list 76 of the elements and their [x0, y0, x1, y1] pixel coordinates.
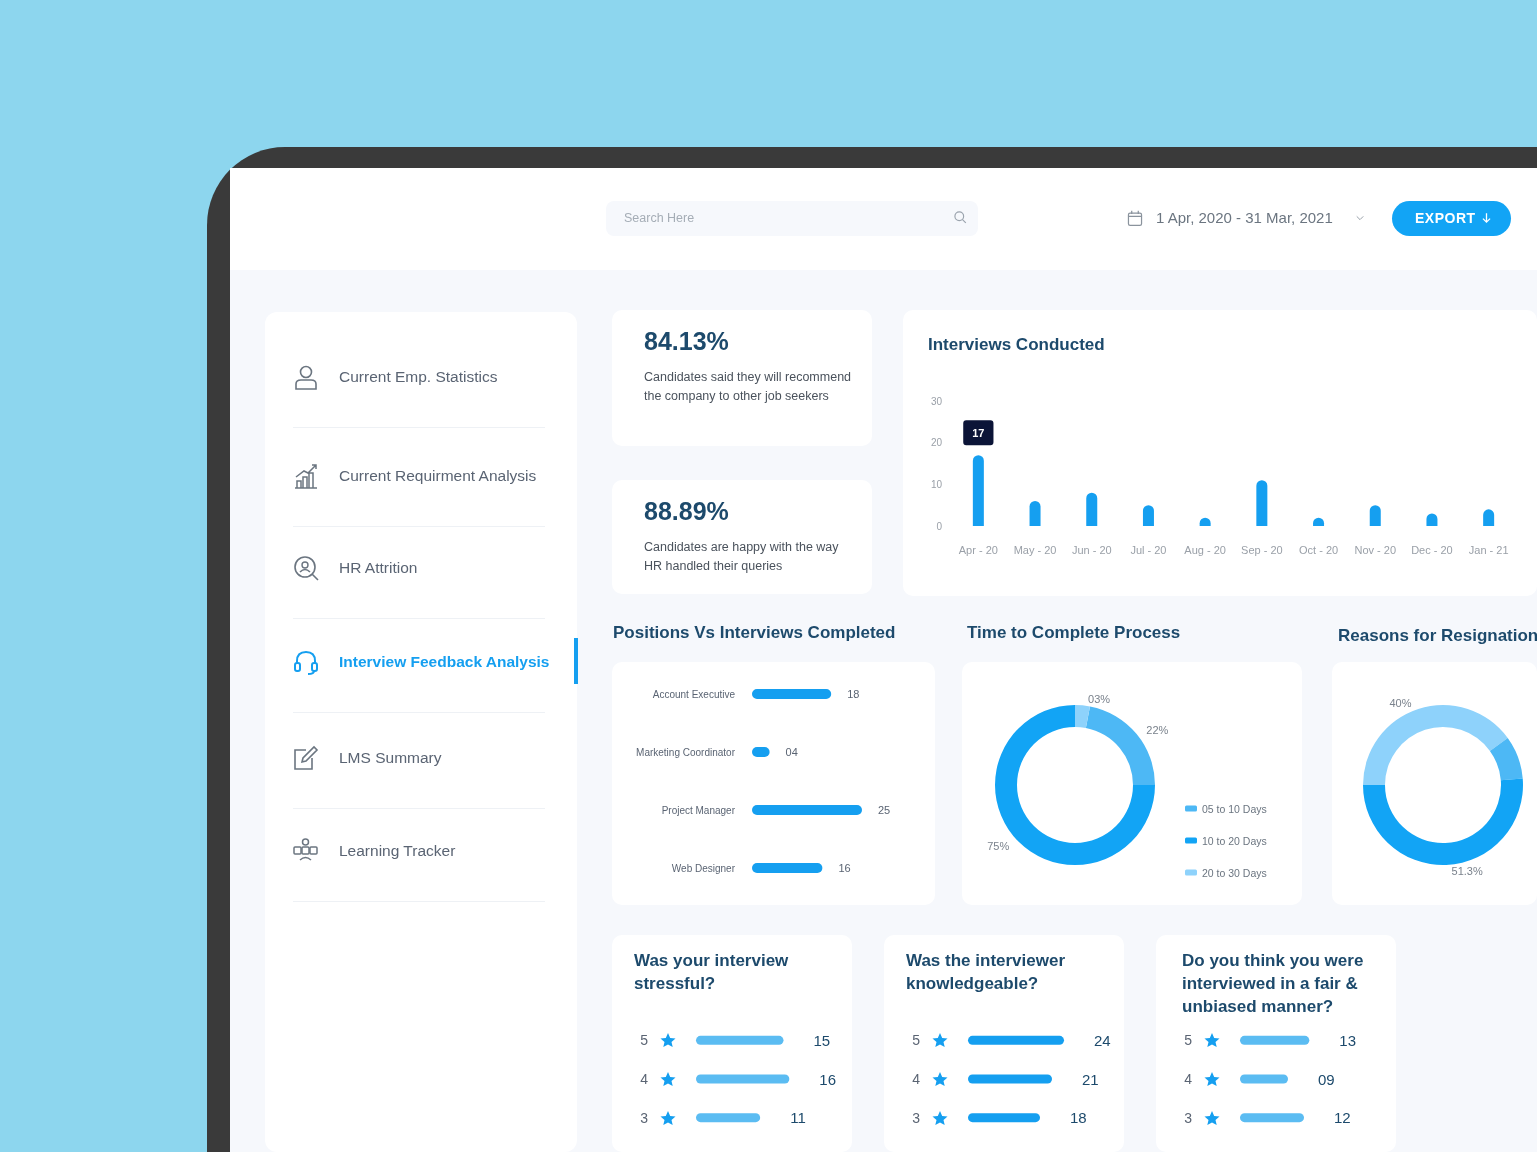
data-label: 15	[813, 1031, 831, 1049]
y-tick-label: Project Manager	[661, 804, 736, 816]
text: EXPORT	[1415, 210, 1476, 226]
legend-label: 10 to 20 Days	[1202, 834, 1267, 847]
data-label: 16	[819, 1070, 837, 1088]
data-label: 13	[1339, 1031, 1357, 1049]
x-tick-label: Jun - 20	[1071, 543, 1112, 556]
data-label: 12	[1334, 1109, 1351, 1127]
bar	[752, 689, 832, 699]
data-label: 40%	[1389, 697, 1412, 710]
chart-title: Interviews Conducted	[928, 335, 1105, 355]
data-label: 25	[878, 804, 891, 816]
y-tick-label: 0	[936, 520, 943, 532]
data-label: 18	[1070, 1109, 1087, 1127]
chart-title: Do you think you were interviewed in a fair & unbiased manner?	[1182, 950, 1365, 1018]
data-label: 04	[785, 746, 798, 758]
legend-label: 05 to 10 Days	[1202, 802, 1267, 815]
text: Current Emp. Statistics	[339, 368, 498, 386]
x-tick-label: Jan - 21	[1468, 543, 1509, 556]
y-tick-label: 20	[930, 437, 943, 449]
chart-title: Positions Vs Interviews Completed	[613, 623, 896, 643]
chart-title: Time to Complete Process	[967, 623, 1181, 643]
y-tick-label: Web Designer	[671, 862, 736, 874]
text: 88.89%	[644, 497, 729, 526]
text: Candidates said they will recommend the company to other job seekers	[644, 369, 853, 405]
bar	[972, 455, 984, 526]
data-label: 18	[847, 688, 860, 700]
data-label: 16	[838, 862, 851, 874]
bar	[752, 805, 862, 815]
data-label: 09	[1318, 1070, 1335, 1088]
y-tick-label: 5	[640, 1032, 649, 1049]
y-tick-label: 5	[912, 1032, 921, 1049]
text: 84.13%	[644, 327, 729, 356]
y-tick-label: 5	[1184, 1032, 1193, 1049]
y-tick-label: 30	[930, 395, 943, 407]
data-label: 75%	[987, 839, 1010, 852]
x-tick-label: Sep - 20	[1241, 543, 1283, 556]
y-tick-label: Marketing Coordinator	[636, 746, 736, 758]
y-tick-label: 4	[912, 1071, 921, 1087]
chart-title: Reasons for Resignation	[1338, 626, 1537, 646]
x-tick-label: Jul - 20	[1130, 543, 1167, 556]
y-tick-label: 10	[930, 478, 943, 490]
bar	[752, 863, 823, 873]
legend-label: 20 to 30 Days	[1202, 866, 1267, 879]
y-tick-label: 3	[912, 1109, 921, 1126]
bar	[1086, 492, 1098, 526]
data-label: 21	[1082, 1070, 1099, 1088]
data-label: 22%	[1146, 724, 1169, 737]
text: 1 Apr, 2020 - 31 Mar, 2021	[1156, 209, 1333, 226]
x-tick-label: May - 20	[1013, 543, 1057, 556]
bar	[1256, 480, 1268, 526]
text: Candidates are happy with the way HR handled their queries	[644, 539, 840, 575]
text: Current Requirment Analysis	[339, 467, 537, 485]
data-label: 24	[1094, 1031, 1111, 1049]
x-tick-label: Dec - 20	[1411, 543, 1453, 556]
bar	[1029, 501, 1041, 526]
text: LMS Summary	[339, 749, 442, 767]
data-label: 11	[790, 1109, 806, 1127]
x-tick-label: Apr - 20	[958, 543, 998, 556]
chart-title: Was the interviewer knowledgeable?	[906, 950, 1067, 995]
text: Learning Tracker	[339, 842, 456, 860]
chart-title: Was your interview stressful?	[634, 950, 790, 995]
text: Interview Feedback Analysis	[339, 653, 550, 671]
data-label: 51.3%	[1451, 864, 1483, 877]
y-tick-label: 4	[1184, 1071, 1193, 1087]
data-label: 17	[972, 426, 985, 439]
text: Search Here	[624, 211, 695, 225]
y-tick-label: Account Executive	[652, 688, 736, 700]
y-tick-label: 3	[640, 1109, 649, 1126]
x-tick-label: Aug - 20	[1184, 543, 1226, 556]
x-tick-label: Nov - 20	[1354, 543, 1397, 556]
y-tick-label: 4	[640, 1071, 649, 1087]
text: HR Attrition	[339, 559, 418, 577]
data-label: 03%	[1088, 693, 1111, 706]
y-tick-label: 3	[1184, 1109, 1193, 1126]
x-tick-label: Oct - 20	[1298, 543, 1339, 556]
